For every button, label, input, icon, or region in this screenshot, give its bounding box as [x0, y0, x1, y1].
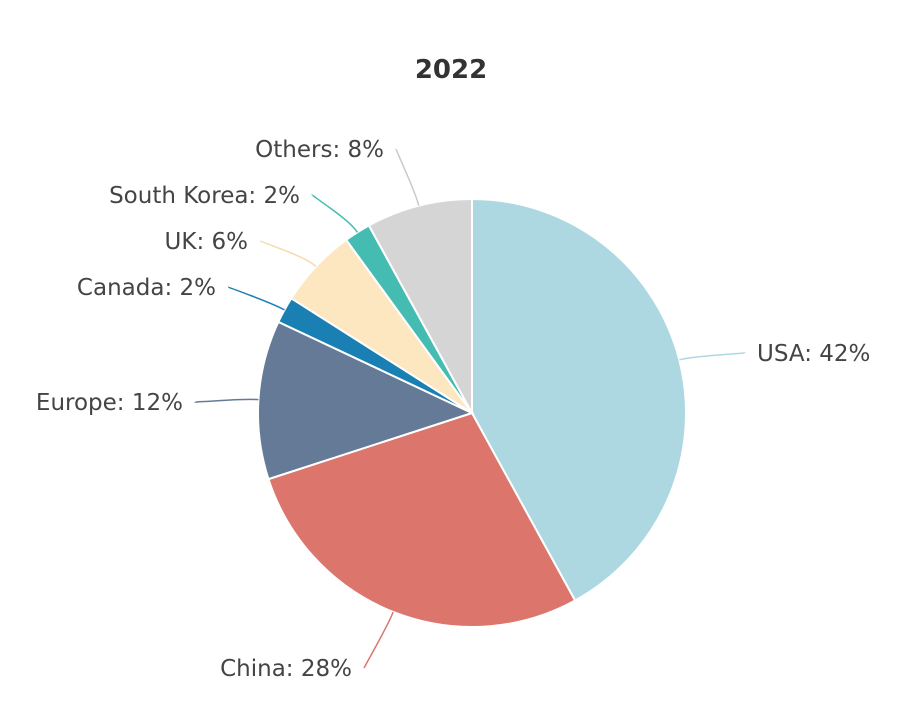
leader-line-canada — [227, 286, 285, 311]
pie-slices — [257, 197, 688, 628]
pie-slice-china — [267, 411, 577, 628]
pie-slice-usa — [471, 197, 688, 602]
slice-label-china: China: 28% — [220, 656, 352, 682]
leader-line-europe — [194, 398, 259, 403]
chart-title: 2022 — [415, 55, 487, 85]
leader-line-uk — [259, 240, 317, 268]
pie-slice-others — [367, 197, 473, 414]
leader-line-others — [395, 148, 420, 206]
leader-line-china — [363, 611, 394, 669]
slice-label-europe: Europe: 12% — [36, 390, 183, 416]
slice-label-canada: Canada: 2% — [77, 275, 216, 301]
slice-labels: USA: 42% China: 28% Europe: 12% Canada: 2% U… — [36, 137, 870, 682]
leader-lines — [194, 148, 746, 669]
leader-line-usa — [679, 352, 746, 361]
slice-label-south-korea: South Korea: 2% — [109, 183, 300, 209]
leader-line-south-korea — [311, 194, 358, 233]
pie-slice-europe — [257, 320, 475, 481]
slice-label-usa: USA: 42% — [757, 341, 870, 367]
slice-label-others: Others: 8% — [255, 137, 384, 163]
slice-label-uk: UK: 6% — [165, 229, 248, 255]
